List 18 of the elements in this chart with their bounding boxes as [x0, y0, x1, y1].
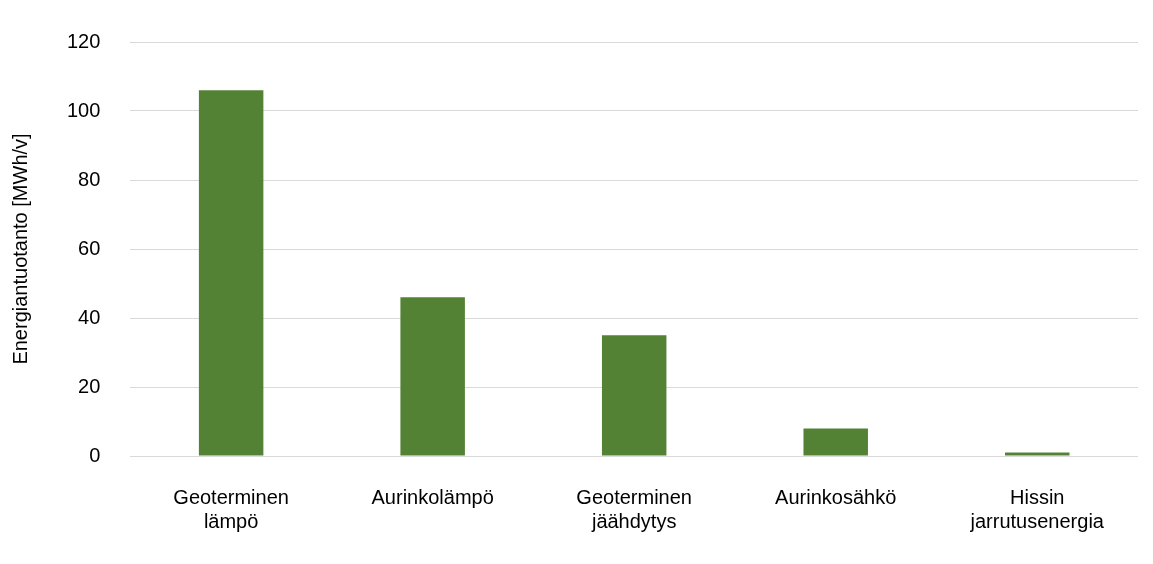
bar — [198, 90, 264, 456]
y-tick-label: 20 — [78, 374, 101, 397]
y-tick-label: 100 — [66, 98, 101, 121]
y-tick-label: 80 — [78, 167, 101, 190]
x-tick-label: Geoterminen jäähdytys — [576, 485, 692, 532]
x-tick-label: Aurinkosähkö — [775, 485, 897, 508]
x-tick-label: Aurinkolämpö — [371, 485, 494, 508]
bar — [601, 335, 667, 456]
y-tick-label: 40 — [78, 305, 101, 328]
x-tick-label: Geoterminen lämpö — [173, 485, 289, 532]
y-axis-title: Energiantuotanto [MWh/v] — [8, 133, 31, 365]
bar — [400, 297, 465, 456]
y-tick-label: 120 — [66, 29, 101, 52]
bar — [1004, 452, 1070, 456]
x-tick-label: Hissin jarrutusenergia — [969, 485, 1105, 532]
y-tick-label: 0 — [89, 443, 101, 466]
bar — [803, 428, 868, 456]
y-tick-label: 60 — [78, 236, 101, 259]
